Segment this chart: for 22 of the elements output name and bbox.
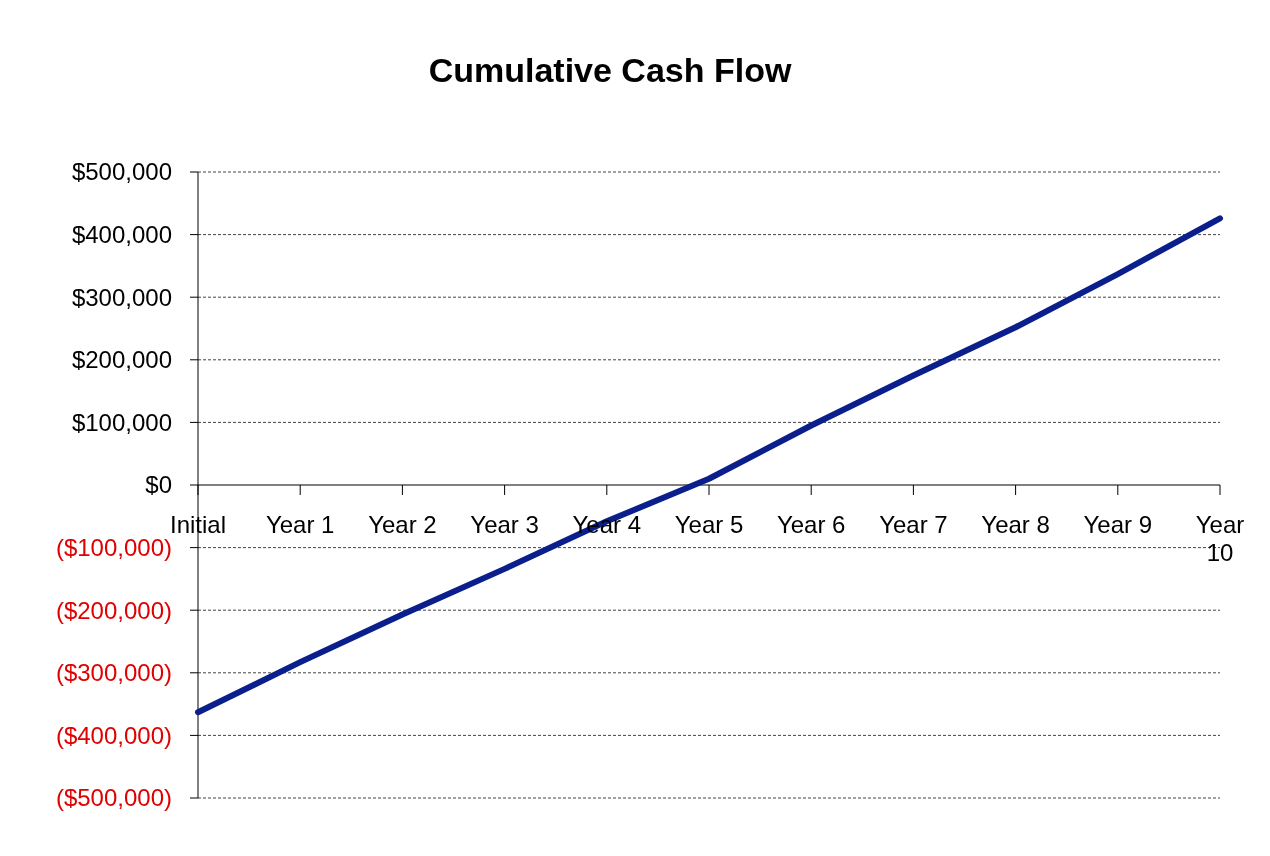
x-tick-label: Year 6 (776, 511, 846, 538)
x-tick-label: Year 1 (265, 511, 335, 538)
x-tick-label: Year 10 (1195, 511, 1245, 566)
y-tick-label: $0 (145, 471, 172, 499)
x-tick-label: Year 9 (1083, 511, 1153, 538)
y-tick-label: ($100,000) (55, 534, 172, 561)
x-tick-label: Year 3 (470, 511, 539, 538)
y-tick-label: $300,000 (71, 283, 172, 311)
y-tick-label: ($300,000) (55, 659, 172, 687)
x-tick-label: Year 7 (879, 511, 948, 538)
x-tick-label: Initial (169, 511, 227, 538)
chart-title: Cumulative Cash Flow (428, 51, 792, 89)
x-tick-label: Year 5 (674, 511, 744, 538)
y-tick-label: $200,000 (71, 346, 172, 374)
y-tick-label: $500,000 (71, 158, 172, 186)
y-tick-label: ($500,000) (55, 784, 172, 812)
y-tick-label: $400,000 (71, 221, 172, 248)
y-tick-label: $100,000 (71, 408, 172, 436)
y-tick-label: ($200,000) (55, 596, 172, 624)
y-tick-label: ($400,000) (55, 721, 172, 749)
x-tick-label: Year 8 (981, 511, 1050, 538)
x-tick-label: Year 2 (368, 511, 437, 538)
